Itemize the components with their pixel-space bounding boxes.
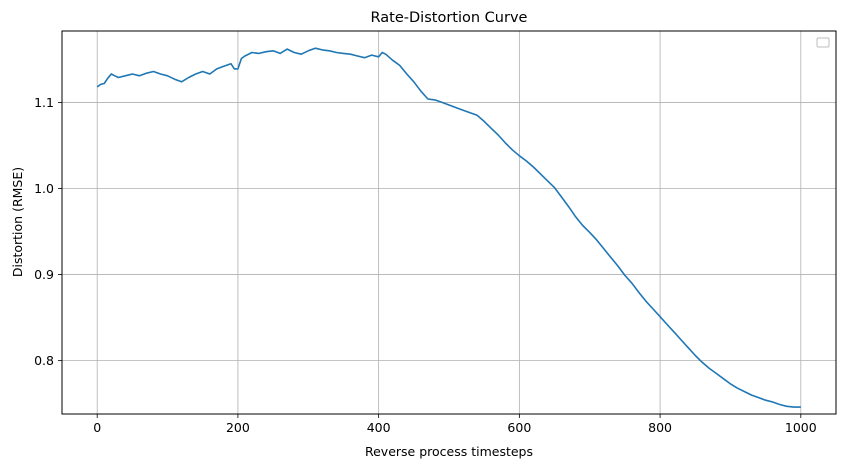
y-tick-label: 0.8 xyxy=(34,353,54,368)
grid-lines xyxy=(62,31,836,414)
legend-box xyxy=(816,37,830,48)
series-line xyxy=(96,47,801,408)
plot-frame xyxy=(61,30,837,415)
x-tick-label: 600 xyxy=(507,420,531,435)
x-tick-label: 200 xyxy=(226,420,250,435)
chart-title: Rate-Distortion Curve xyxy=(371,10,528,26)
x-tick-label: 800 xyxy=(648,420,672,435)
x-axis-label: Reverse process timesteps xyxy=(365,444,533,459)
series-layer xyxy=(96,47,801,408)
legend xyxy=(816,37,830,48)
y-tick-label: 1.1 xyxy=(34,95,54,110)
x-axis: 0 200 400 600 800 1000 xyxy=(93,414,817,435)
x-tick-label: 400 xyxy=(367,420,391,435)
y-tick-label: 0.9 xyxy=(34,267,54,282)
y-axis: 0.8 0.9 1.0 1.1 xyxy=(34,95,62,368)
x-tick-label: 0 xyxy=(93,420,101,435)
x-tick-label: 1000 xyxy=(785,420,817,435)
y-axis-label: Distortion (RMSE) xyxy=(10,167,25,277)
y-tick-label: 1.0 xyxy=(34,181,54,196)
